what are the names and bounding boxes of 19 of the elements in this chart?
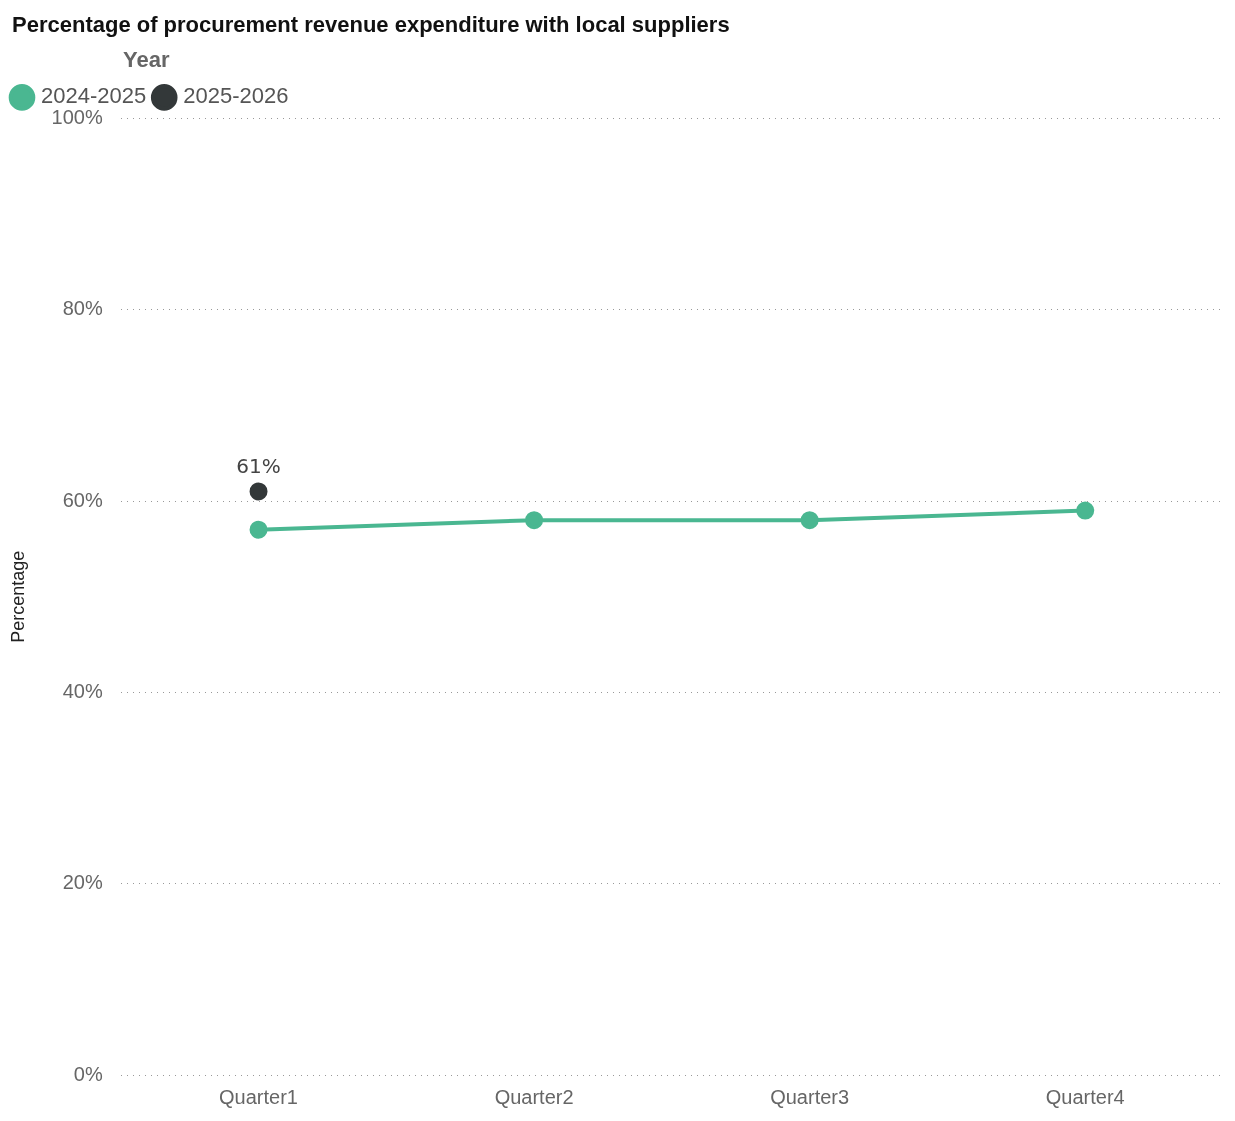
x-tick-label: Quarter2 xyxy=(494,1085,574,1108)
y-axis-title: Percentage xyxy=(7,550,28,643)
x-tick-label: Quarter3 xyxy=(770,1085,850,1108)
y-tick-label: 60% xyxy=(62,488,103,511)
y-tick-label: 0% xyxy=(73,1062,103,1085)
x-tick-label: Quarter4 xyxy=(1045,1085,1125,1108)
data-label: 61% xyxy=(236,453,281,478)
y-tick-label: 40% xyxy=(62,679,103,702)
point xyxy=(525,511,544,530)
point xyxy=(249,520,268,539)
point xyxy=(1076,501,1095,520)
point xyxy=(800,511,819,530)
y-tick-label: 20% xyxy=(62,871,103,894)
legend-label: 2025-2026 xyxy=(183,83,289,109)
chart-title: Percentage of procurement revenue expenditure with local suppliers xyxy=(12,12,730,38)
point xyxy=(249,482,268,501)
x-tick-label: Quarter1 xyxy=(219,1085,298,1108)
y-tick-label: 80% xyxy=(62,297,103,320)
legend-title: Year xyxy=(122,47,170,73)
